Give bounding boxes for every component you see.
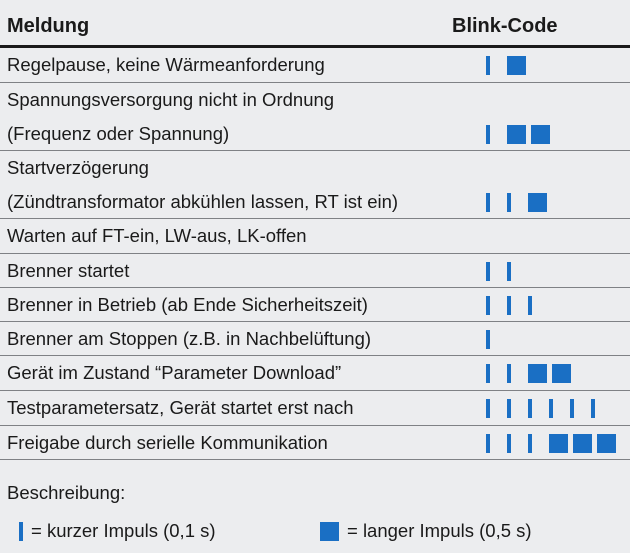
row-divider	[0, 321, 630, 322]
table-header: Meldung Blink-Code	[0, 13, 630, 48]
row-divider	[0, 287, 630, 288]
short-pulse-icon	[549, 399, 553, 418]
short-pulse-icon	[507, 296, 511, 315]
row-message-line: (Frequenz oder Spannung)	[7, 123, 230, 144]
row-blink-code	[0, 48, 630, 83]
row-message-line: Startverzögerung	[7, 157, 149, 178]
short-pulse-icon	[528, 399, 532, 418]
short-pulse-icon	[486, 262, 490, 281]
row-message-line: (Zündtransformator abkühlen lassen, RT i…	[7, 191, 399, 212]
short-pulse-icon	[528, 296, 532, 315]
short-pulse-icon	[507, 364, 511, 383]
row-divider	[0, 82, 630, 83]
row-message-line: Gerät im Zustand “Parameter Download”	[7, 362, 342, 383]
long-pulse-icon	[573, 434, 592, 453]
short-pulse-icon	[507, 434, 511, 453]
row-divider	[0, 459, 630, 460]
row-message-line: Brenner am Stoppen (z.B. in Nachbelüftun…	[7, 328, 372, 349]
long-pulse-icon	[507, 125, 526, 144]
legend-short-pulse: = kurzer Impuls (0,1 s)	[7, 518, 317, 544]
row-blink-code	[0, 322, 630, 356]
description-label: Beschreibung:	[7, 482, 126, 503]
row-message-line: Brenner startet	[7, 260, 130, 281]
row-message-line: Testparametersatz, Gerät startet erst na…	[7, 397, 354, 418]
long-pulse-icon	[528, 364, 547, 383]
long-pulse-icon	[549, 434, 568, 453]
short-pulse-icon	[486, 399, 490, 418]
short-pulse-icon	[486, 56, 490, 75]
row-blink-code	[0, 391, 630, 426]
row-message-line: Spannungsversorgung nicht in Ordnung	[7, 89, 335, 110]
long-pulse-icon	[320, 522, 339, 541]
long-pulse-icon	[597, 434, 616, 453]
row-blink-code	[0, 219, 630, 254]
row-divider	[0, 355, 630, 356]
row-blink-code	[0, 254, 630, 288]
row-message-line: Warten auf FT-ein, LW-aus, LK-offen	[7, 225, 307, 246]
row-message-line: Freigabe durch serielle Kommunikation	[7, 432, 328, 453]
row-blink-code	[0, 151, 630, 219]
long-pulse-icon	[507, 56, 526, 75]
table-row: Spannungsversorgung nicht in Ordnung (Fre…	[0, 83, 630, 151]
short-pulse-icon	[507, 193, 511, 212]
legend-long-pulse: = langer Impuls (0,5 s)	[320, 518, 630, 544]
long-pulse-icon	[531, 125, 550, 144]
long-pulse-icon	[552, 364, 571, 383]
table-row: Brenner in Betrieb (ab Ende Sicherheitsz…	[0, 288, 630, 322]
row-message-line: Regelpause, keine Wärmeanforderung	[7, 54, 325, 75]
short-pulse-icon	[570, 399, 574, 418]
short-pulse-icon	[486, 193, 490, 212]
row-divider	[0, 425, 630, 426]
short-pulse-icon	[528, 434, 532, 453]
table-row: Testparametersatz, Gerät startet erst na…	[0, 391, 630, 426]
table-row: Gerät im Zustand “Parameter Download”	[0, 356, 630, 391]
short-pulse-icon	[507, 399, 511, 418]
short-pulse-icon	[591, 399, 595, 418]
long-pulse-icon	[528, 193, 547, 212]
short-pulse-icon	[19, 522, 23, 541]
row-divider	[0, 218, 630, 219]
short-pulse-icon	[486, 330, 490, 349]
short-pulse-icon	[486, 364, 490, 383]
row-blink-code	[0, 356, 630, 391]
short-pulse-icon	[507, 262, 511, 281]
row-divider	[0, 390, 630, 391]
table-row: Brenner am Stoppen (z.B. in Nachbelüftun…	[0, 322, 630, 356]
row-divider	[0, 253, 630, 254]
table-row: Warten auf FT-ein, LW-aus, LK-offen	[0, 219, 630, 254]
table-row: Startverzögerung (Zündtransformator abküh…	[0, 151, 630, 219]
row-blink-code	[0, 83, 630, 151]
header-blink-code: Blink-Code	[452, 15, 558, 37]
short-pulse-icon	[486, 125, 490, 144]
short-pulse-icon	[486, 434, 490, 453]
row-blink-code	[0, 426, 630, 460]
row-divider	[0, 150, 630, 151]
header-meldung: Meldung	[7, 15, 90, 37]
table-row: Regelpause, keine Wärmeanforderung	[0, 48, 630, 83]
table-row: Freigabe durch serielle Kommunikation	[0, 426, 630, 460]
legend-long-text: = langer Impuls (0,5 s)	[347, 520, 532, 541]
row-message-line: Brenner in Betrieb (ab Ende Sicherheitsz…	[7, 294, 368, 315]
short-pulse-icon	[486, 296, 490, 315]
legend-short-text: = kurzer Impuls (0,1 s)	[31, 520, 216, 541]
header-divider	[0, 45, 630, 48]
row-blink-code	[0, 288, 630, 322]
table-row: Brenner startet	[0, 254, 630, 288]
